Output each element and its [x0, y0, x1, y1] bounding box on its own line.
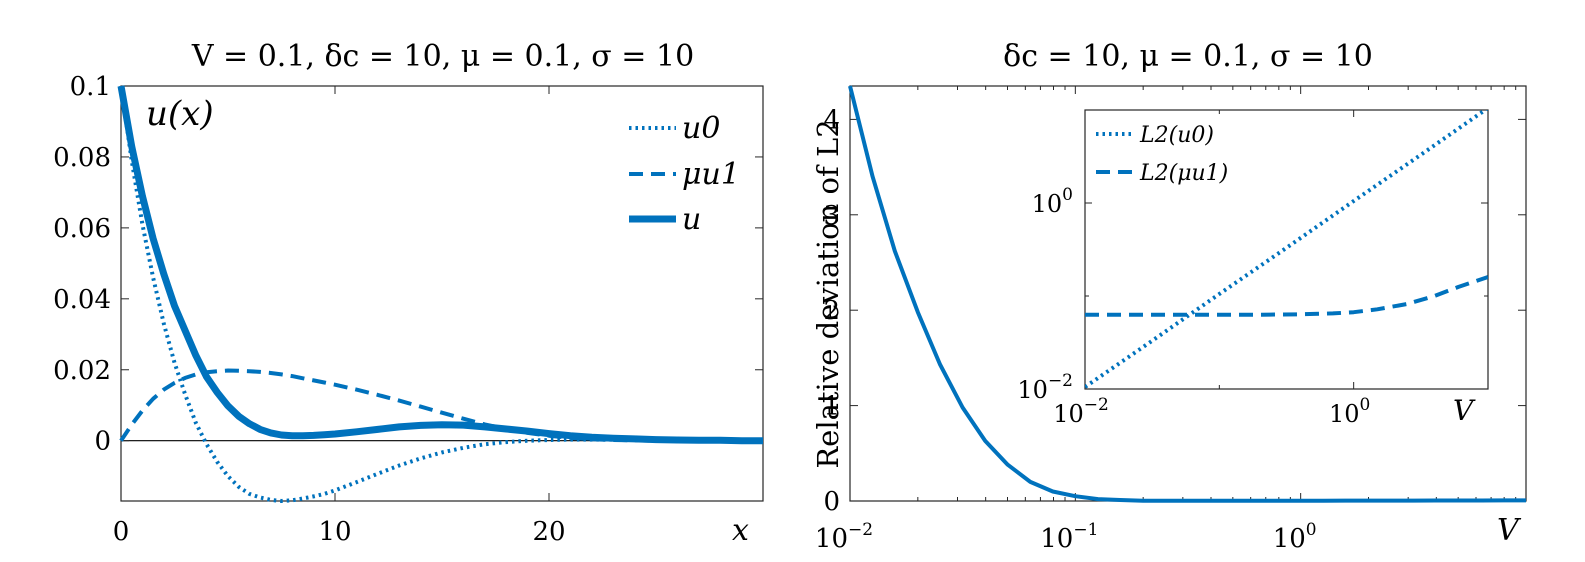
left-x-tick-label-2: 20: [532, 517, 565, 547]
right-title: δc = 10, μ = 0.1, σ = 10: [1003, 39, 1373, 74]
left-y-tick-label-4: 0.08: [53, 143, 111, 173]
series-line-2: [117, 85, 763, 445]
inset-x-axis-label: V: [1453, 394, 1476, 427]
inset-x-tick-label-1: 100: [1329, 395, 1370, 428]
right-x-tick-label-0: 10−2: [815, 520, 873, 554]
right-x-tick-label-1: 10−1: [1040, 520, 1098, 554]
series-line-1: [1085, 275, 1488, 317]
inset-legend-label-L2-u0: L2(u0): [1139, 123, 1214, 148]
series-line-0: [848, 85, 1526, 503]
left-y-tick-label-5: 0.1: [70, 72, 111, 102]
legend-label-u0: u0: [682, 111, 720, 146]
inset-legend: L2(u0) L2(μu1): [1096, 123, 1228, 186]
left-y-tick-labels: 0 0.02 0.04 0.06 0.08 0.1: [53, 72, 111, 457]
left-y-tick-label-1: 0.02: [53, 356, 111, 386]
inset-y-tick-labels: 10−2 100: [1017, 185, 1073, 404]
inset-x-tick-labels: 10−2 100: [1053, 395, 1370, 428]
left-x-axis-label: x: [732, 513, 749, 548]
inset-x-tick-label-0: 10−2: [1053, 395, 1109, 428]
right-y-tick-label-0: 0: [823, 487, 840, 517]
inset-y-tick-label-0: 10−2: [1017, 371, 1073, 404]
left-series: [117, 85, 763, 503]
left-x-tick-label-1: 10: [318, 517, 351, 547]
right-x-tick-labels: 10−2 10−1 100: [815, 520, 1317, 554]
right-y-tick-label-1: 1: [823, 392, 840, 422]
right-y-tick-label-3: 3: [823, 201, 840, 231]
series-line-1: [119, 368, 763, 443]
inset-y-tick-label-1: 100: [1032, 185, 1073, 218]
legend-label-u: u: [682, 202, 701, 237]
right-x-tick-label-2: 100: [1273, 520, 1317, 554]
left-ylabel-inside: u(x): [146, 94, 214, 134]
inset-legend-label-L2-mu-u1: L2(μu1): [1139, 161, 1228, 186]
inset-axes-box: [1084, 109, 1489, 390]
right-y-tick-label-4: 4: [823, 105, 840, 135]
legend-label-mu-u1: μu1: [682, 157, 740, 192]
right-y-tick-labels: 0 1 2 3 4: [823, 105, 840, 517]
left-x-tick-labels: 0 10 20: [113, 517, 566, 547]
right-x-axis-label: V: [1497, 513, 1522, 548]
inset-series: [1085, 110, 1488, 389]
left-title: V = 0.1, δc = 10, μ = 0.1, σ = 10: [191, 39, 694, 74]
right-y-axis-label: Relative deviation of L2: [811, 119, 845, 468]
left-panel: V = 0.1, δc = 10, μ = 0.1, σ = 10 00.020…: [53, 39, 764, 548]
right-series: [848, 85, 1526, 503]
left-x-tick-label-0: 0: [113, 517, 130, 547]
right-y-tick-label-2: 2: [823, 296, 840, 326]
left-legend: u0 μu1 u: [629, 111, 740, 237]
left-y-tick-label-3: 0.06: [53, 214, 111, 244]
left-y-tick-label-2: 0.04: [53, 285, 111, 315]
inset-chart: 10−2 100 10−2 100 V L2(u0) L2(μu1): [1017, 109, 1489, 428]
left-axes-box: [120, 85, 764, 502]
left-y-tick-label-0: 0: [94, 427, 111, 457]
